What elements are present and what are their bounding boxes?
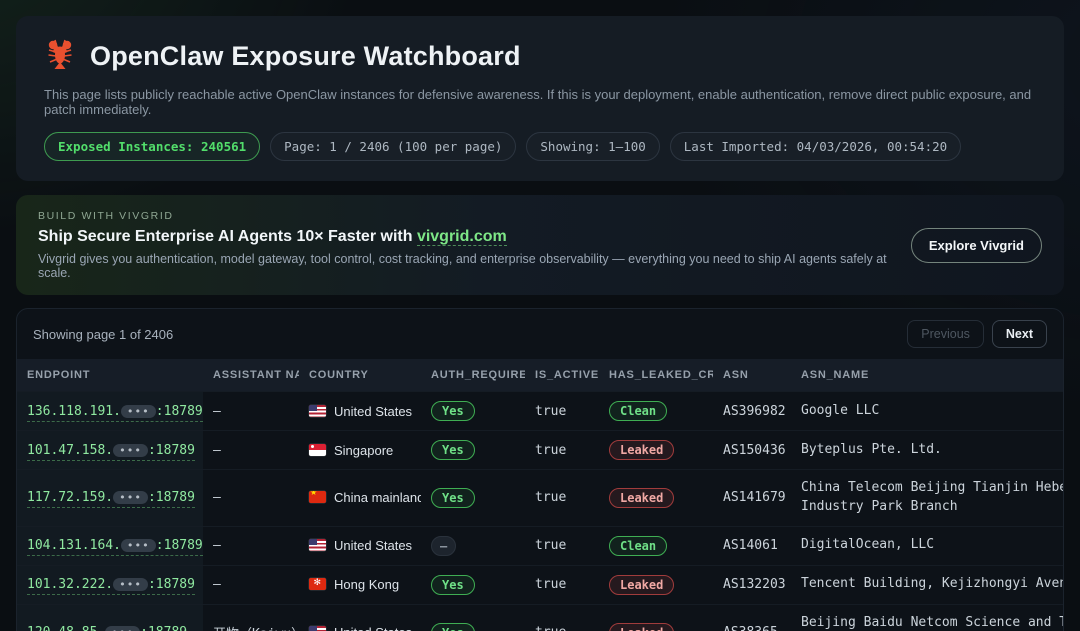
assistant-name-cell: – (203, 430, 299, 470)
leaked-creds-badge: Leaked (609, 574, 675, 595)
page-badge: Page: 1 / 2406 (100 per page) (270, 132, 517, 161)
country-cell: China mainland (299, 469, 421, 527)
previous-page-button[interactable]: Previous (907, 320, 984, 348)
results-table-card: Showing page 1 of 2406 Previous Next END… (16, 308, 1064, 631)
page-info: Showing page 1 of 2406 (33, 326, 174, 342)
is-active-cell: true (525, 430, 599, 470)
country-flag-icon (309, 578, 326, 591)
endpoint-link[interactable]: 101.47.158. •••:18789 (27, 442, 195, 461)
table-row: 104.131.164. •••:18789 – United States – … (17, 525, 1063, 566)
auth-required-badge: Yes (431, 622, 475, 631)
leaked-creds-badge: Clean (609, 535, 668, 556)
country-flag-icon (309, 404, 326, 417)
col-endpoint: ENDPOINT (17, 359, 203, 392)
auth-required-badge: – (431, 535, 457, 556)
assistant-name-cell: – (203, 469, 299, 527)
explore-vivgrid-button[interactable]: Explore Vivgrid (910, 227, 1042, 263)
redacted-octet-pill: ••• (120, 539, 156, 553)
leaked-creds-badge: Leaked (609, 622, 675, 631)
country-cell: United States (299, 525, 421, 566)
asn-name-cell: Byteplus Pte. Ltd. (791, 430, 1063, 470)
redacted-octet-pill: ••• (105, 626, 141, 631)
col-is-active: IS_ACTIVE (525, 359, 599, 392)
asn-cell: AS141679 (713, 469, 791, 527)
table-row: 101.32.222.•••:18789 – Hong Kong Yes tru… (17, 564, 1063, 605)
col-has-leaked-creds: HAS_LEAKED_CREDS (599, 359, 713, 392)
asn-name-cell: China Telecom Beijing Tianjin Hebei Big … (791, 469, 1063, 527)
assistant-name-cell: – (203, 391, 299, 431)
asn-name-cell: Google LLC (791, 391, 1063, 431)
page-description: This page lists publicly reachable activ… (44, 87, 1032, 117)
page-title: OpenClaw Exposure Watchboard (90, 41, 521, 71)
is-active-cell: true (525, 391, 599, 431)
instances-table: ENDPOINT ASSISTANT NAME COUNTRY AUTH_REQ… (17, 359, 1063, 631)
country-cell: United States (299, 603, 421, 631)
endpoint-link[interactable]: 120.48.85.•••:18789 (27, 625, 188, 631)
asn-name-cell: Beijing Baidu Netcom Science and Technol… (791, 603, 1063, 631)
auth-required-badge: Yes (431, 574, 475, 595)
country-flag-icon (309, 491, 326, 504)
assistant-name-cell: 开物（Kaiwu）((待定) (203, 603, 299, 631)
endpoint-link[interactable]: 136.118.191. •••:18789 (27, 403, 203, 422)
redacted-octet-pill: ••• (113, 491, 148, 505)
col-asn-name: ASN_NAME (791, 359, 1063, 392)
country-cell: Hong Kong (299, 564, 421, 605)
showing-badge: Showing: 1–100 (526, 132, 660, 161)
asn-name-cell: DigitalOcean, LLC (791, 525, 1063, 566)
asn-cell: AS150436 (713, 430, 791, 470)
is-active-cell: true (525, 564, 599, 605)
country-cell: Singapore (299, 430, 421, 470)
leaked-creds-badge: Leaked (609, 440, 675, 460)
redacted-octet-pill: ••• (113, 578, 148, 592)
col-assistant-name: ASSISTANT NAME (203, 359, 299, 392)
vivgrid-link[interactable]: vivgrid.com (416, 228, 507, 246)
is-active-cell: true (525, 525, 599, 566)
banner-description: Vivgrid gives you authentication, model … (38, 252, 887, 280)
redacted-octet-pill: ••• (120, 404, 156, 418)
pagination: Previous Next (907, 320, 1047, 348)
asn-cell: AS132203 (713, 564, 791, 605)
auth-required-badge: Yes (431, 487, 475, 508)
country-flag-icon (309, 626, 326, 631)
header-card: OpenClaw Exposure Watchboard This page l… (16, 16, 1064, 181)
country-flag-icon (309, 539, 326, 552)
exposed-instances-badge: Exposed Instances: 240561 (44, 132, 261, 161)
next-page-button[interactable]: Next (991, 320, 1047, 348)
assistant-name-cell: – (203, 564, 299, 605)
table-toolbar: Showing page 1 of 2406 Previous Next (17, 309, 1063, 359)
asn-name-cell: Tencent Building, Kejizhongyi Avenue (791, 564, 1063, 605)
is-active-cell: true (525, 469, 599, 527)
lobster-icon (44, 38, 76, 75)
banner-headline: Ship Secure Enterprise AI Agents 10× Fas… (38, 228, 891, 246)
assistant-name-cell: – (203, 525, 299, 566)
asn-cell: AS38365 (713, 603, 791, 631)
banner-headline-text: Ship Secure Enterprise AI Agents 10× Fas… (38, 228, 417, 245)
table-row: 120.48.85.•••:18789 开物（Kaiwu）((待定) Unite… (17, 603, 1063, 631)
table-header-row: ENDPOINT ASSISTANT NAME COUNTRY AUTH_REQ… (17, 359, 1063, 392)
banner-eyebrow: BUILD WITH VIVGRID (38, 210, 174, 222)
stats-badges: Exposed Instances: 240561 Page: 1 / 2406… (44, 132, 1036, 161)
table-row: 136.118.191. •••:18789 – United States Ye… (17, 391, 1063, 431)
vivgrid-banner: BUILD WITH VIVGRID Ship Secure Enterpris… (16, 195, 1064, 295)
table-row: 117.72.159.•••:18789 – China mainland Ye… (17, 469, 1063, 527)
leaked-creds-badge: Clean (609, 401, 668, 421)
endpoint-link[interactable]: 104.131.164. •••:18789 (27, 538, 203, 557)
auth-required-badge: Yes (431, 440, 475, 460)
col-asn: ASN (713, 359, 791, 392)
leaked-creds-badge: Leaked (609, 487, 675, 508)
asn-cell: AS14061 (713, 525, 791, 566)
redacted-octet-pill: ••• (113, 443, 148, 457)
asn-cell: AS396982 (713, 391, 791, 431)
auth-required-badge: Yes (431, 401, 475, 421)
country-flag-icon (309, 443, 326, 456)
endpoint-link[interactable]: 117.72.159. •••:18789 (27, 490, 195, 509)
endpoint-link[interactable]: 101.32.222. •••:18789 (27, 577, 195, 596)
is-active-cell: true (525, 603, 599, 631)
last-imported-badge: Last Imported: 04/03/2026, 00:54:20 (669, 132, 962, 161)
country-cell: United States (299, 391, 421, 431)
table-row: 101.47.158. •••:18789 – Singapore Yes tru… (17, 430, 1063, 470)
col-auth-required: AUTH_REQUIRED (421, 359, 525, 392)
col-country: COUNTRY (299, 359, 421, 392)
